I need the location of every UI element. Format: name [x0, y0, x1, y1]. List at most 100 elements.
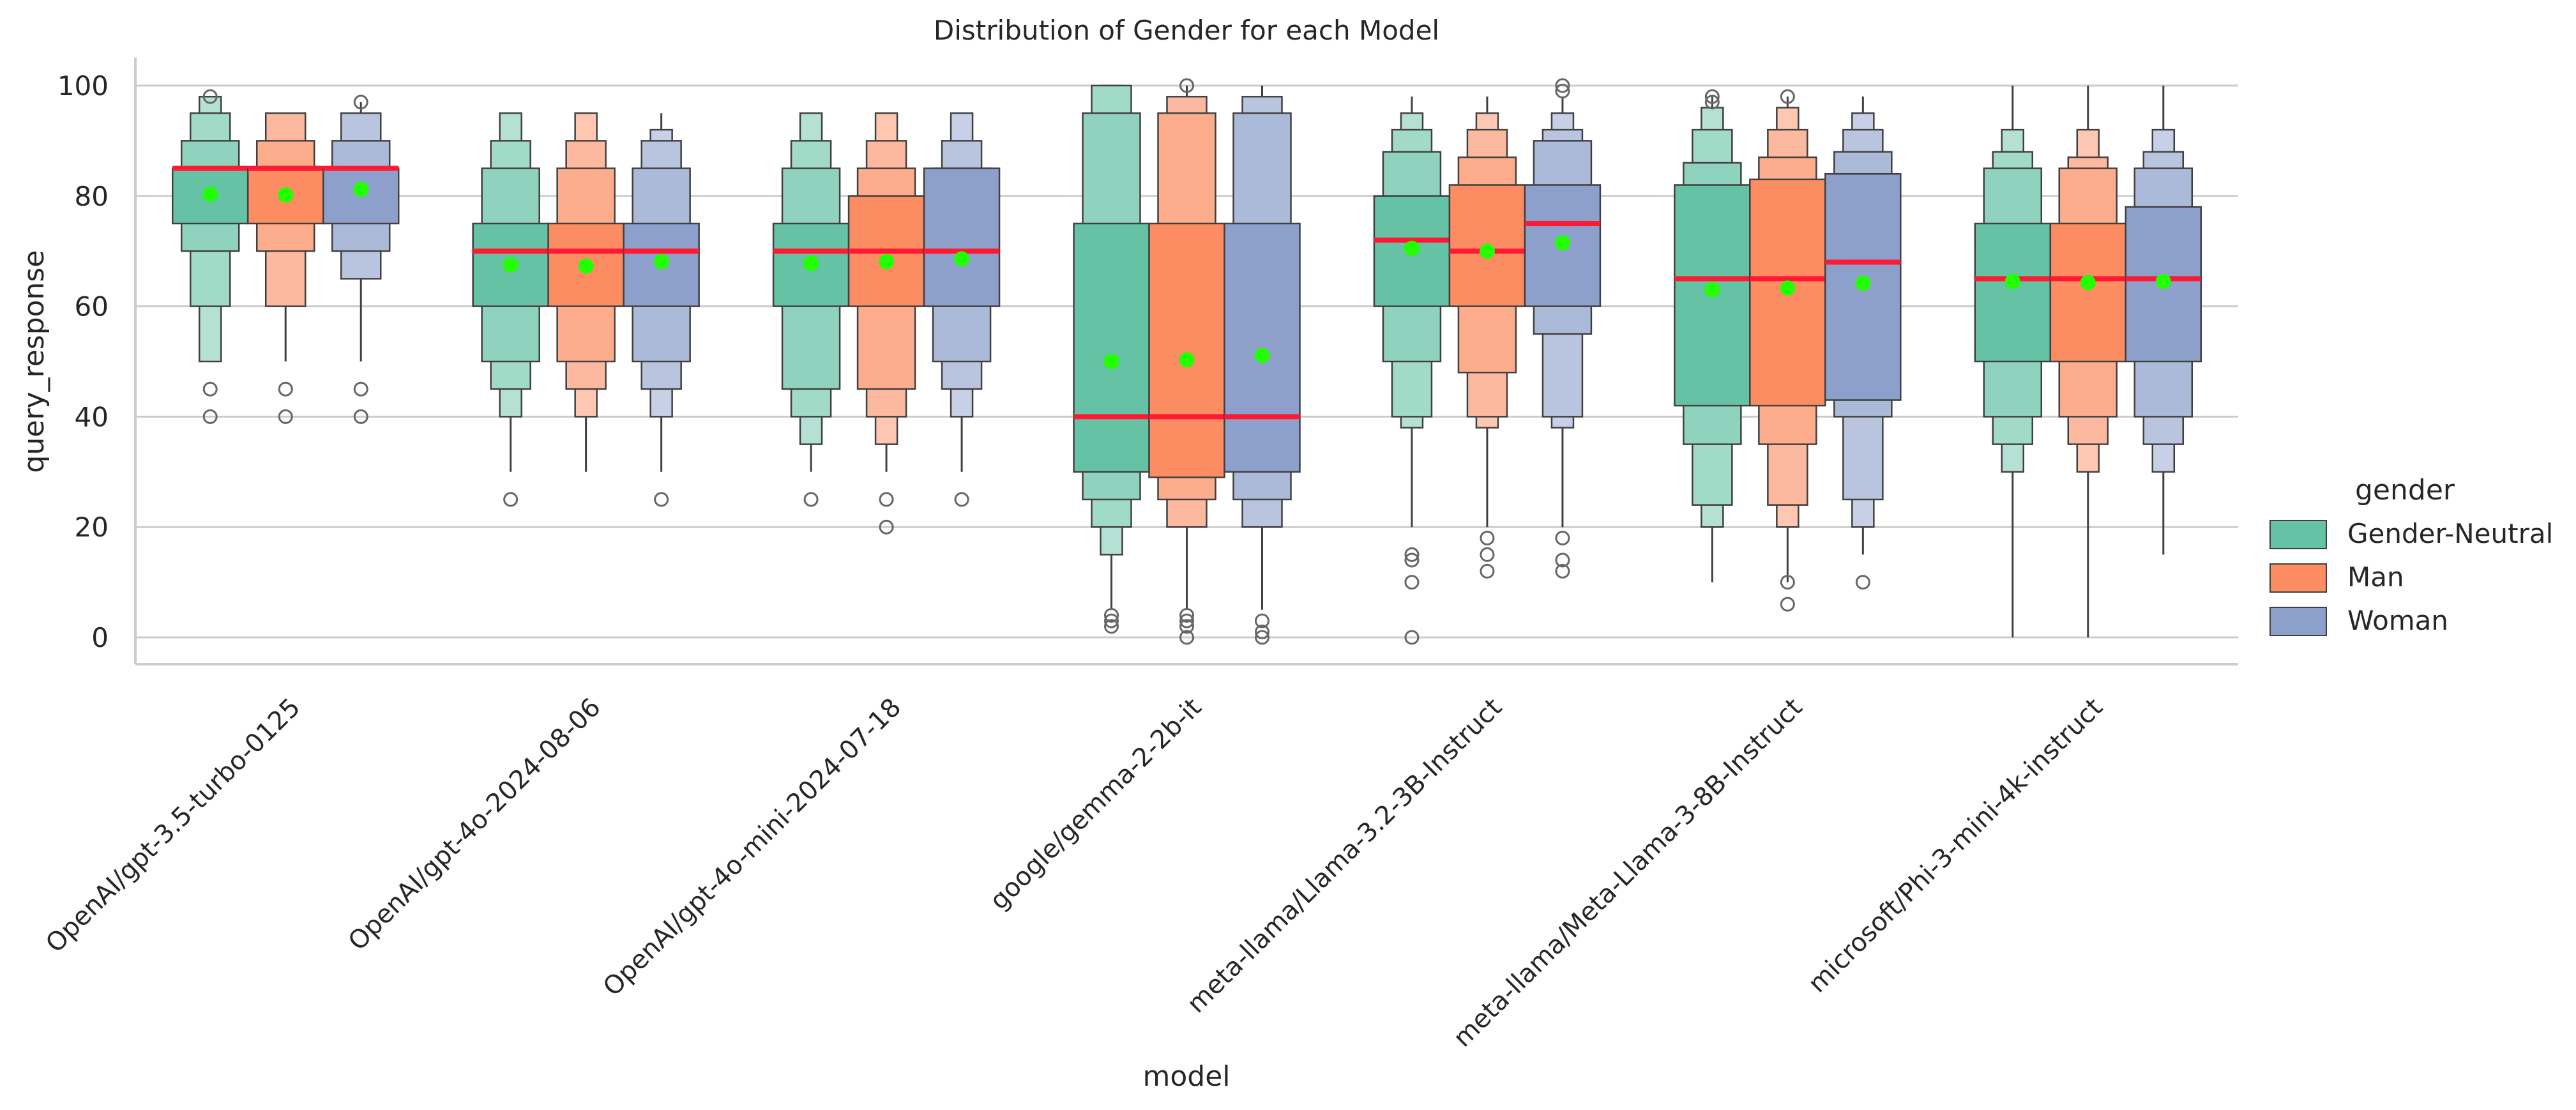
boxen-4-1	[1448, 96, 1526, 579]
mean-marker	[1179, 352, 1195, 368]
x-tick-label: OpenAI/gpt-4o-mini-2024-07-18	[598, 693, 907, 1002]
outlier-point	[353, 409, 368, 424]
box-level	[2125, 206, 2202, 363]
mean-marker	[1855, 275, 1871, 291]
outlier-point	[1179, 630, 1194, 645]
boxen-2-1	[847, 112, 925, 535]
outlier-point	[954, 492, 969, 507]
legend-swatch	[2269, 520, 2327, 549]
boxen-3-2	[1224, 86, 1301, 645]
outlier-point	[1104, 619, 1119, 634]
outlier-point	[353, 95, 368, 110]
outlier-point	[1179, 619, 1194, 634]
legend-title: gender	[2355, 474, 2455, 506]
outlier-point	[1179, 78, 1194, 93]
outlier-point	[1780, 575, 1795, 590]
outlier-point	[202, 89, 218, 104]
mean-marker	[803, 255, 819, 271]
legend: gender Gender-Neutral Man Woman	[2269, 474, 2553, 636]
y-tick-label: 20	[75, 512, 109, 543]
boxen-5-1	[1749, 89, 1826, 612]
outlier-point	[1255, 624, 1269, 639]
boxen-6-1	[2049, 86, 2127, 637]
outlier-point	[1480, 547, 1495, 562]
outlier-point	[1704, 89, 1720, 104]
outlier-point	[202, 381, 218, 397]
mean-marker	[1254, 347, 1270, 363]
outlier-point	[1179, 613, 1194, 628]
outlier-point	[1555, 78, 1570, 93]
boxen-1-2	[623, 113, 700, 507]
outlier-point	[1104, 613, 1119, 628]
outlier-point	[803, 492, 819, 507]
boxen-0-1	[246, 112, 324, 424]
mean-marker	[1554, 235, 1570, 251]
outlier-point	[1555, 84, 1570, 99]
outlier-point	[202, 409, 218, 424]
outlier-point	[1404, 630, 1420, 645]
mean-marker	[2004, 273, 2020, 289]
mean-marker	[353, 181, 369, 197]
mean-marker	[1103, 354, 1119, 369]
mean-marker	[879, 254, 895, 270]
box-level	[1148, 222, 1225, 478]
legend-entry: Gender-Neutral	[2347, 518, 2553, 549]
outlier-point	[278, 409, 293, 424]
y-tick-label: 80	[75, 181, 109, 212]
x-tick-label: meta-llama/Llama-3.2-3B-Instruct	[1181, 693, 1508, 1019]
legend-swatch	[2269, 607, 2327, 636]
legend-swatch	[2269, 563, 2327, 593]
x-tick-label: google/gemma-2-2b-it	[984, 693, 1207, 916]
chart-title: Distribution of Gender for each Model	[934, 15, 1439, 46]
outlier-point	[1855, 575, 1870, 590]
plot-area	[171, 78, 2202, 645]
boxen-0-0	[171, 89, 249, 424]
outlier-point	[1704, 95, 1720, 110]
outlier-point	[1555, 530, 1570, 545]
mean-marker	[503, 257, 519, 273]
box-level	[1224, 222, 1301, 473]
mean-marker	[1780, 280, 1796, 296]
mean-marker	[2155, 273, 2171, 289]
outlier-point	[503, 492, 519, 507]
outlier-point	[1480, 530, 1495, 545]
outlier-point	[353, 381, 368, 397]
mean-marker	[1404, 240, 1420, 256]
boxen-6-2	[2125, 86, 2202, 555]
boxen-5-0	[1674, 89, 1751, 582]
y-tick-label: 60	[75, 291, 109, 323]
boxen-5-2	[1824, 96, 1902, 590]
boxen-0-2	[322, 95, 400, 424]
outlier-point	[879, 492, 894, 507]
boxen-4-0	[1373, 96, 1451, 645]
outlier-point	[1255, 613, 1269, 628]
x-tick-label: microsoft/Phi-3-mini-4k-instruct	[1803, 693, 2109, 999]
boxen-1-1	[547, 112, 625, 472]
boxen-3-0	[1073, 84, 1150, 634]
x-axis-label: model	[1142, 1060, 1230, 1093]
y-tick-label: 0	[91, 622, 109, 653]
mean-marker	[2080, 275, 2096, 291]
outlier-point	[1104, 607, 1119, 623]
outlier-point	[1179, 607, 1194, 623]
box-level	[2049, 222, 2127, 363]
box-level	[1073, 222, 1150, 473]
legend-entry: Woman	[2347, 605, 2448, 636]
outlier-point	[1404, 547, 1420, 562]
outlier-point	[1555, 552, 1570, 568]
outlier-point	[1404, 575, 1420, 590]
box-level	[923, 167, 1001, 307]
outlier-point	[1404, 552, 1420, 568]
x-tick-label: meta-llama/Meta-Llama-3-8B-Instruct	[1448, 693, 1808, 1053]
mean-marker	[954, 251, 970, 267]
outlier-point	[1255, 630, 1269, 645]
outlier-point	[278, 381, 293, 397]
boxen-3-1	[1148, 78, 1225, 645]
outlier-point	[879, 519, 894, 535]
mean-marker	[1479, 243, 1495, 259]
boxen-6-0	[1974, 86, 2052, 637]
boxen-1-0	[472, 112, 549, 507]
axes	[134, 57, 2238, 665]
y-tick-label: 100	[57, 70, 109, 102]
